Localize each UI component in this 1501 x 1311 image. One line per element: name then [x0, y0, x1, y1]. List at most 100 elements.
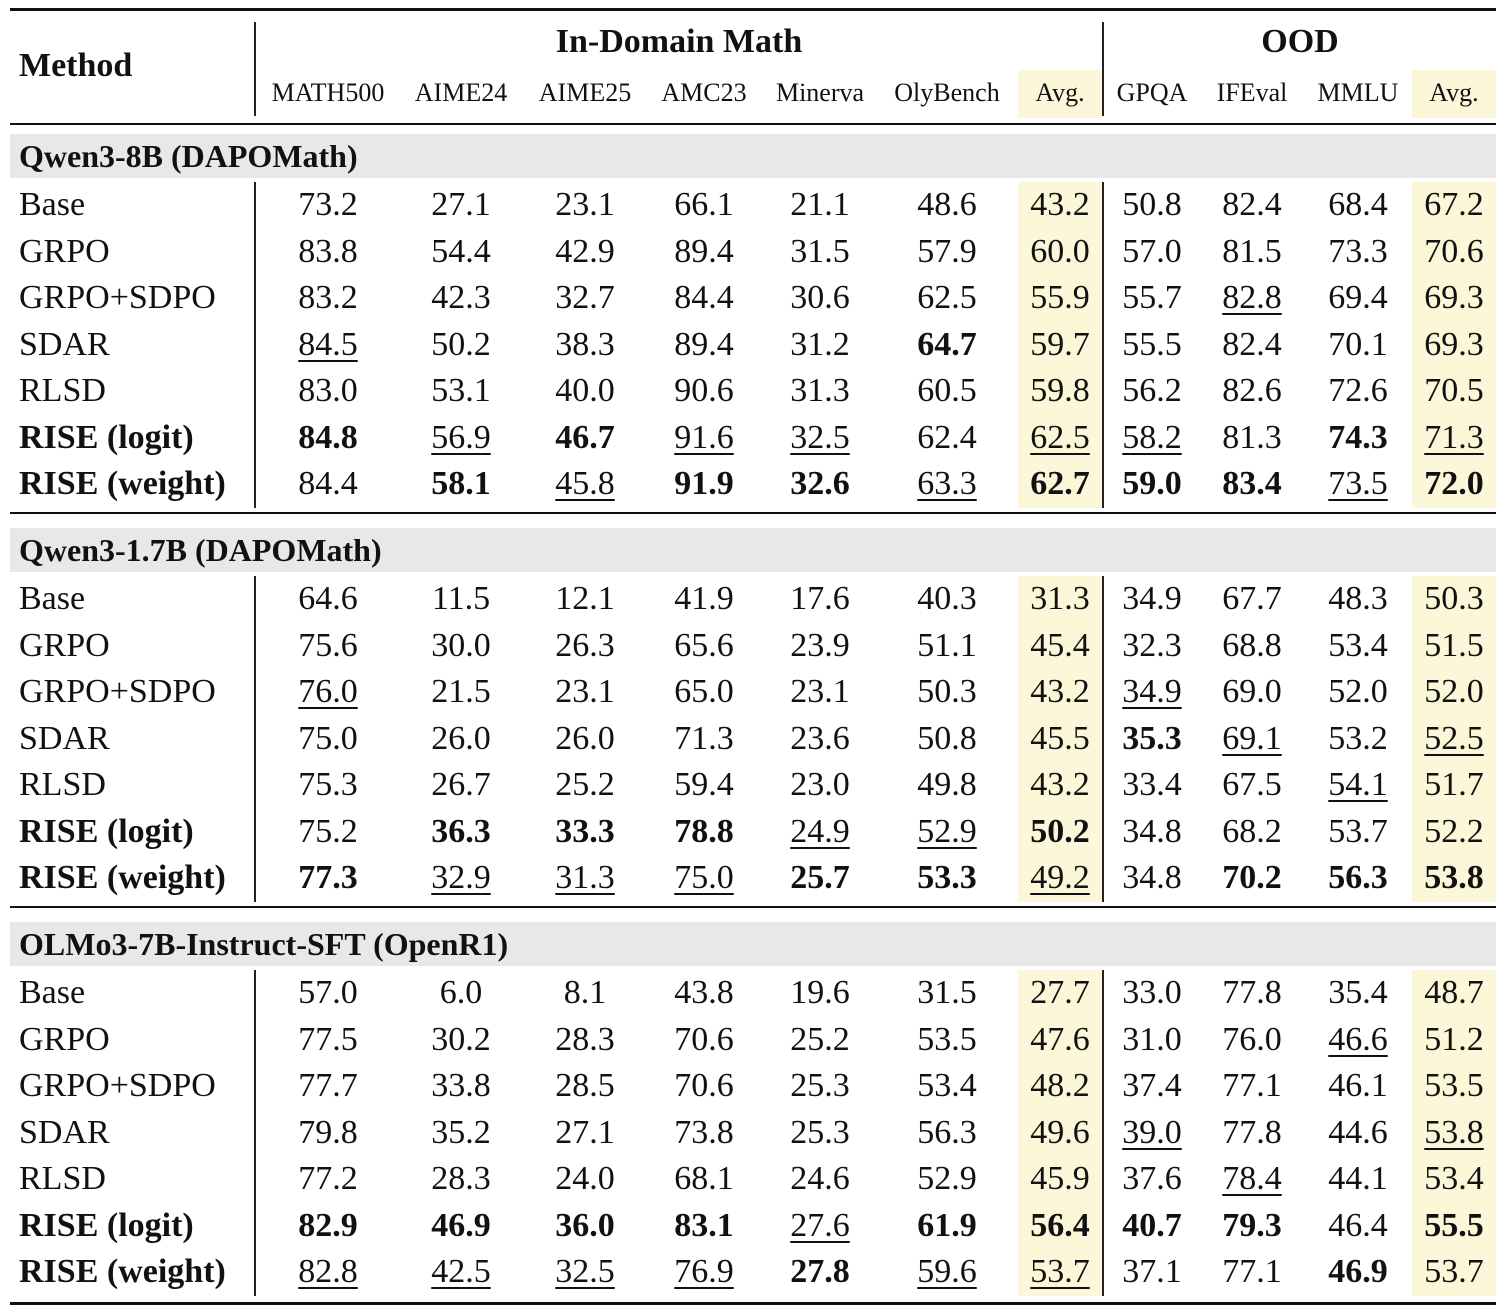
cell-avg-indomain: 62.7 [1018, 461, 1102, 507]
cell-math500: 77.5 [260, 1017, 396, 1063]
cell-value: 66.1 [674, 186, 734, 223]
cell-value: 25.3 [790, 1113, 850, 1151]
cell-gpqa: 34.8 [1104, 855, 1200, 901]
method-name: Base [19, 974, 86, 1011]
cell-value: 59.0 [1122, 465, 1182, 502]
cell-minerva: 32.5 [764, 415, 876, 461]
cell-olybench: 56.3 [876, 1110, 1018, 1156]
cell-value: 82.9 [298, 1206, 358, 1244]
cell-olybench: 57.9 [876, 229, 1018, 275]
cell-value: 69.0 [1222, 673, 1282, 710]
method-name: RLSD [19, 372, 106, 409]
cell-mmlu: 74.3 [1304, 415, 1412, 461]
cell-amc23: 91.9 [644, 461, 764, 507]
cell-value: 56.4 [1030, 1206, 1090, 1244]
method-header: Method [19, 47, 133, 84]
cell-value: 56.3 [1328, 859, 1388, 896]
cell-value: 68.1 [674, 1160, 734, 1197]
cell-aime24: 28.3 [396, 1156, 526, 1202]
cell-value: 43.2 [1030, 186, 1090, 223]
col-header-avg-ood: Avg. [1429, 78, 1479, 107]
cell-amc23: 89.4 [644, 229, 764, 275]
cell-avg-ood: 53.8 [1412, 855, 1496, 901]
method-name: GRPO [19, 232, 110, 270]
cell-avg-ood: 53.5 [1412, 1063, 1496, 1109]
cell-olybench: 52.9 [876, 1156, 1018, 1202]
cell-aime25: 23.1 [526, 182, 644, 228]
cell-mmlu: 46.6 [1304, 1017, 1412, 1063]
cell-value: 36.3 [431, 812, 491, 850]
cell-olybench: 50.8 [876, 716, 1018, 762]
cell-value: 84.4 [674, 279, 734, 316]
cell-minerva: 23.9 [764, 623, 876, 669]
cell-avg-ood: 51.7 [1412, 762, 1496, 808]
results-table: Method In-Domain Math OOD MATH500 AIME24… [10, 0, 1496, 1311]
table-row: SDAR 79.8 35.2 27.1 73.8 25.3 56.3 49.6 39.0 77.8… [10, 1110, 1496, 1156]
cell-minerva: 31.2 [764, 322, 876, 368]
cell-value: 32.6 [790, 465, 850, 502]
cell-mmlu: 70.1 [1304, 322, 1412, 368]
cell-minerva: 32.6 [764, 461, 876, 507]
col-header-gpqa: GPQA [1116, 78, 1188, 107]
cell-avg-indomain: 31.3 [1018, 576, 1102, 622]
cell-ifeval: 77.8 [1200, 1110, 1304, 1156]
cell-amc23: 71.3 [644, 716, 764, 762]
cell-value: 79.3 [1222, 1206, 1282, 1244]
cell-value: 77.7 [298, 1067, 358, 1104]
cell-value: 26.7 [431, 766, 491, 803]
cell-value: 44.6 [1328, 1113, 1388, 1151]
cell-aime24: 53.1 [396, 368, 526, 414]
cell-value: 53.8 [1424, 859, 1484, 896]
cell-value: 73.3 [1328, 232, 1388, 270]
cell-aime25: 24.0 [526, 1156, 644, 1202]
cell-value: 82.8 [1222, 279, 1282, 316]
cell-value: 71.3 [674, 719, 734, 757]
cell-value: 12.1 [555, 580, 615, 617]
cell-ifeval: 68.2 [1200, 809, 1304, 855]
table-row: GRPO 83.8 54.4 42.9 89.4 31.5 57.9 60.0 57.0 81.5… [10, 229, 1496, 275]
table-row: Base 64.6 11.5 12.1 41.9 17.6 40.3 31.3 34.9 67.7… [10, 576, 1496, 622]
cell-mmlu: 56.3 [1304, 855, 1412, 901]
cell-ifeval: 70.2 [1200, 855, 1304, 901]
cell-value: 61.9 [917, 1206, 977, 1244]
cell-gpqa: 55.5 [1104, 322, 1200, 368]
table-row: GRPO+SDPO 83.2 42.3 32.7 84.4 30.6 62.5 55.9 55.… [10, 275, 1496, 321]
ood-header: OOD [1261, 23, 1339, 60]
cell-value: 23.1 [790, 673, 850, 710]
table-row: RISE (logit) 75.2 36.3 33.3 78.8 24.9 52.9 50.2… [10, 809, 1496, 855]
cell-value: 47.6 [1030, 1020, 1090, 1058]
cell-ifeval: 83.4 [1200, 461, 1304, 507]
cell-gpqa: 31.0 [1104, 1017, 1200, 1063]
cell-avg-indomain: 43.2 [1018, 762, 1102, 808]
cell-aime24: 56.9 [396, 415, 526, 461]
method-name: SDAR [19, 1113, 110, 1151]
cell-value: 67.7 [1222, 580, 1282, 617]
vline-method [254, 576, 256, 902]
cell-mmlu: 46.1 [1304, 1063, 1412, 1109]
cell-aime25: 40.0 [526, 368, 644, 414]
cell-value: 21.1 [790, 186, 850, 223]
cell-value: 75.0 [674, 859, 734, 896]
cell-avg-ood: 67.2 [1412, 182, 1496, 228]
cell-aime25: 23.1 [526, 669, 644, 715]
cell-value: 28.3 [431, 1160, 491, 1197]
cell-value: 54.4 [431, 232, 491, 270]
cell-gpqa: 55.7 [1104, 275, 1200, 321]
cell-value: 82.6 [1222, 372, 1282, 409]
cell-math500: 75.2 [260, 809, 396, 855]
cell-value: 70.1 [1328, 325, 1388, 363]
cell-gpqa: 37.4 [1104, 1063, 1200, 1109]
cell-mmlu: 48.3 [1304, 576, 1412, 622]
cell-value: 53.7 [1328, 812, 1388, 850]
cell-ifeval: 78.4 [1200, 1156, 1304, 1202]
cell-aime24: 46.9 [396, 1203, 526, 1249]
cell-value: 50.8 [1122, 186, 1182, 223]
cell-value: 34.8 [1122, 859, 1182, 896]
cell-minerva: 31.3 [764, 368, 876, 414]
cell-math500: 77.2 [260, 1156, 396, 1202]
cell-olybench: 53.3 [876, 855, 1018, 901]
cell-mmlu: 73.3 [1304, 229, 1412, 275]
cell-value: 33.3 [555, 812, 615, 850]
cell-value: 33.4 [1122, 766, 1182, 803]
cell-value: 34.8 [1122, 812, 1182, 850]
